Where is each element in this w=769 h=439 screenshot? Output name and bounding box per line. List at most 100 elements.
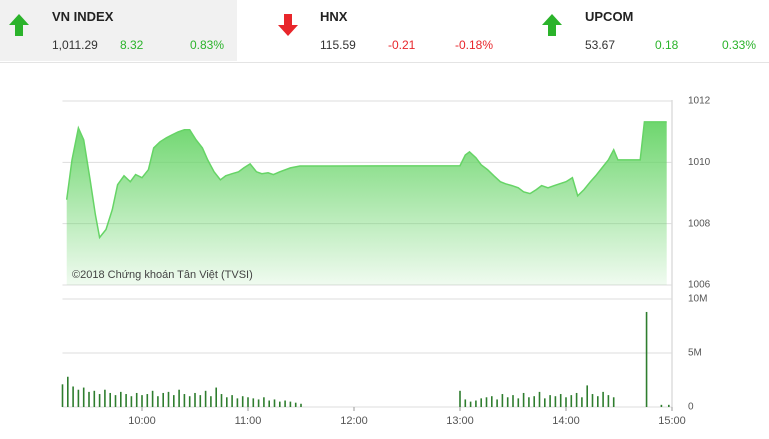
bar [506, 397, 509, 407]
index-box[interactable]: VN INDEX 1,011.29 8.32 0.83% [0, 0, 237, 61]
y-tick-label: 1010 [688, 157, 711, 168]
index-box[interactable]: UPCOM 53.67 0.18 0.33% [535, 0, 769, 61]
bar [241, 396, 244, 407]
bar [645, 311, 648, 407]
x-tick-label: 15:00 [658, 415, 686, 427]
bar [469, 401, 472, 407]
bar [496, 399, 498, 407]
bar [98, 394, 101, 407]
index-value: 1,011.29 [52, 38, 98, 52]
area [66, 121, 667, 286]
bar [586, 385, 588, 407]
bar [575, 392, 578, 407]
index-value: 115.59 [320, 38, 356, 52]
bar [67, 376, 69, 407]
divider [0, 62, 769, 63]
bar [226, 397, 228, 407]
line [65, 121, 667, 240]
index-value: 53.67 [585, 38, 616, 52]
index-name: HNX [320, 9, 348, 24]
bar [263, 397, 265, 407]
index-box[interactable]: HNX 115.59 -0.21 -0.18% [270, 0, 526, 61]
bar [284, 400, 286, 407]
bar [130, 396, 133, 407]
bar [215, 387, 217, 407]
bar [607, 395, 610, 407]
index-name: UPCOM [585, 9, 634, 24]
bar [93, 390, 96, 407]
y-tick-label: 1008 [688, 218, 711, 229]
bar [570, 395, 573, 407]
bar [549, 395, 551, 407]
bar [279, 401, 281, 407]
bar [114, 395, 117, 407]
arrow [9, 14, 29, 36]
bar [162, 392, 164, 407]
bar [109, 392, 111, 407]
x-tick-label: 14:00 [552, 415, 580, 427]
bar [273, 399, 276, 407]
bar [104, 389, 106, 407]
bar [204, 390, 207, 407]
index-change: 0.18 [655, 38, 679, 52]
bar [77, 389, 80, 407]
bar [597, 396, 599, 407]
bar [464, 399, 467, 407]
bar [188, 396, 191, 407]
bar [173, 395, 175, 407]
bar [668, 404, 670, 407]
bar [141, 395, 143, 407]
y-tick-label: 0 [688, 402, 694, 413]
x-tick-label: 13:00 [446, 415, 474, 427]
bar [236, 398, 239, 407]
arrow [542, 14, 562, 36]
bar [231, 395, 233, 407]
bar [194, 392, 196, 407]
bar [257, 399, 260, 407]
bar [602, 391, 604, 407]
bar [199, 395, 202, 407]
bar [125, 394, 127, 407]
bar [517, 398, 520, 407]
bar [475, 400, 477, 407]
y-tick-label: 5M [688, 348, 702, 359]
bar [268, 400, 270, 407]
bar [538, 391, 541, 407]
bar [591, 394, 594, 407]
bar [151, 390, 154, 407]
bar [512, 395, 514, 407]
y-tick-label: 1006 [688, 280, 711, 291]
bar [480, 398, 482, 407]
x-tick-label: 10:00 [128, 415, 156, 427]
bar [660, 404, 663, 407]
bar [210, 396, 212, 407]
index-name: VN INDEX [52, 9, 114, 24]
bar [178, 389, 180, 407]
bar [459, 390, 461, 407]
bar [120, 391, 122, 407]
bar [289, 401, 292, 407]
bar [559, 394, 562, 407]
bar [88, 391, 90, 407]
y-tick-label: 1012 [688, 96, 711, 107]
index-percent: -0.18% [455, 38, 494, 52]
bar [554, 396, 557, 407]
bar [581, 397, 583, 407]
bar [565, 397, 567, 407]
index-percent: 0.33% [722, 38, 757, 52]
bar [294, 402, 297, 407]
bar [135, 392, 138, 407]
bar [528, 397, 530, 407]
bar [183, 394, 186, 407]
bar [491, 396, 493, 407]
bar [247, 397, 249, 407]
index-change: -0.21 [388, 38, 416, 52]
bar [252, 398, 255, 407]
bar [72, 386, 74, 407]
index-change: 8.32 [120, 38, 144, 52]
x-tick-label: 12:00 [340, 415, 368, 427]
bar [220, 394, 223, 407]
y-tick-label: 10M [688, 294, 707, 305]
bar [544, 398, 546, 407]
